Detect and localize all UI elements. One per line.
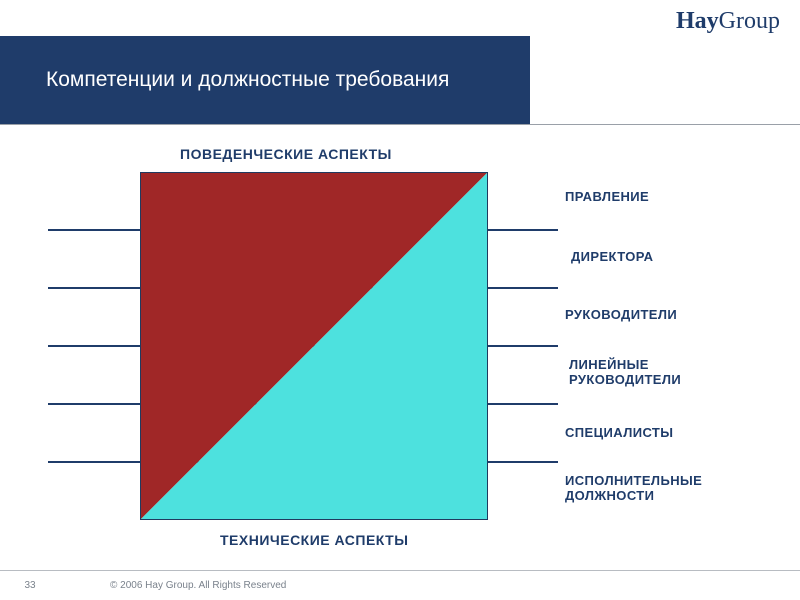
row-labels: ПРАВЛЕНИЕ ДИРЕКТОРА РУКОВОДИТЕЛИ ЛИНЕЙНЫ…	[565, 172, 795, 520]
logo-bold: Hay	[676, 8, 719, 34]
page-number: 33	[0, 580, 60, 591]
row-label-line2: ДОЛЖНОСТИ	[565, 488, 654, 503]
row-label: ЛИНЕЙНЫЕ РУКОВОДИТЕЛИ	[569, 358, 681, 388]
title-band: Компетенции и должностные требования	[0, 36, 530, 124]
bottom-axis-label: ТЕХНИЧЕСКИЕ АСПЕКТЫ	[220, 532, 408, 548]
slide: HayGroup Компетенции и должностные требо…	[0, 0, 800, 600]
copyright: © 2006 Hay Group. All Rights Reserved	[110, 580, 286, 591]
row-label: СПЕЦИАЛИСТЫ	[565, 426, 673, 441]
row-label: РУКОВОДИТЕЛИ	[565, 308, 677, 323]
row-label: ИСПОЛНИТЕЛЬНЫЕ ДОЛЖНОСТИ	[565, 474, 702, 504]
top-axis-label: ПОВЕДЕНЧЕСКИЕ АСПЕКТЫ	[180, 146, 392, 162]
footer: 33 © 2006 Hay Group. All Rights Reserved	[0, 570, 800, 600]
chart-area	[48, 172, 558, 520]
row-label-line2: РУКОВОДИТЕЛИ	[569, 372, 681, 387]
row-label: ПРАВЛЕНИЕ	[565, 190, 649, 205]
page-title: Компетенции и должностные требования	[46, 68, 449, 92]
logo-light: Group	[719, 8, 780, 34]
row-label-line1: ЛИНЕЙНЫЕ	[569, 357, 649, 372]
row-label-line1: ИСПОЛНИТЕЛЬНЫЕ	[565, 473, 702, 488]
row-label: ДИРЕКТОРА	[571, 250, 653, 265]
diagonal-square	[140, 172, 488, 520]
brand-logo: HayGroup	[676, 8, 780, 35]
divider	[0, 124, 800, 125]
